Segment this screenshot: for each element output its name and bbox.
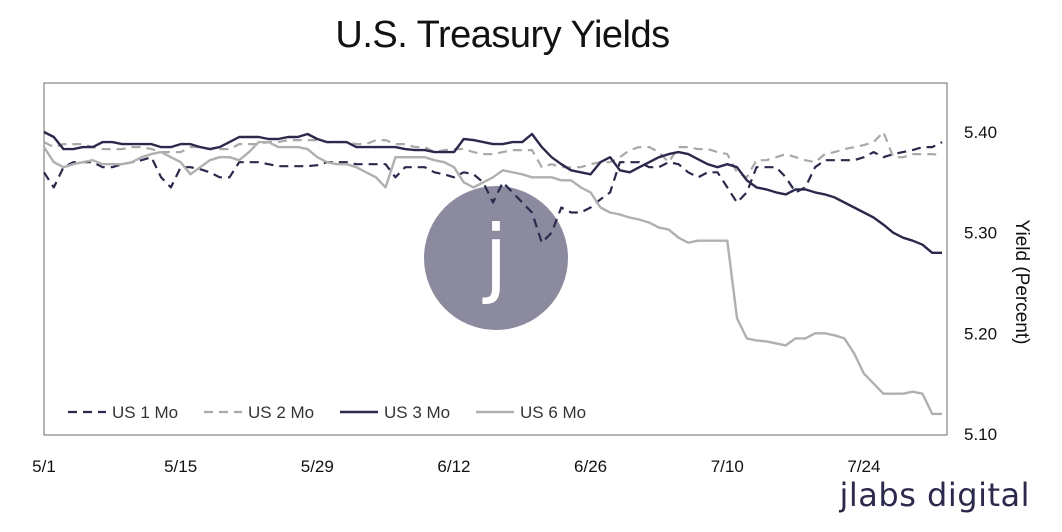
brand-logo: jlabs digital: [839, 476, 1030, 514]
y-axis-ticks: 5.40 5.30 5.20 5.10: [964, 123, 997, 444]
x-axis-ticks: 5/1 5/15 5/29 6/12 6/26 7/10 7/24: [32, 457, 880, 476]
y-tick-label: 5.40: [964, 123, 997, 142]
x-tick-label: 7/10: [711, 457, 744, 476]
x-tick-label: 5/1: [32, 457, 56, 476]
watermark-circle: [424, 186, 568, 330]
legend-label: US 1 Mo: [112, 403, 178, 422]
series-line-us-2-mo: [43, 130, 943, 179]
x-tick-label: 6/12: [437, 457, 470, 476]
series-layer: [42, 130, 943, 416]
series-line-us-3-mo: [43, 130, 942, 255]
y-axis-label: Yield (Percent): [1011, 220, 1032, 345]
legend-label: US 3 Mo: [384, 403, 450, 422]
watermark-letter: j: [482, 207, 508, 307]
chart-title: U.S. Treasury Yields: [335, 14, 670, 56]
x-tick-label: 7/24: [847, 457, 880, 476]
watermark-logo: j: [424, 186, 568, 330]
y-tick-label: 5.10: [964, 425, 997, 444]
series-line-us-6-mo: [42, 140, 942, 416]
legend-label: US 2 Mo: [248, 403, 314, 422]
y-tick-label: 5.20: [964, 324, 997, 343]
legend-label: US 6 Mo: [520, 403, 586, 422]
y-tick-label: 5.30: [964, 224, 997, 243]
x-tick-label: 5/15: [164, 457, 197, 476]
x-tick-label: 6/26: [574, 457, 607, 476]
legend: US 1 Mo US 2 Mo US 3 Mo US 6 Mo: [68, 403, 586, 422]
x-tick-label: 5/29: [301, 457, 334, 476]
series-line-us-1-mo: [43, 141, 943, 244]
